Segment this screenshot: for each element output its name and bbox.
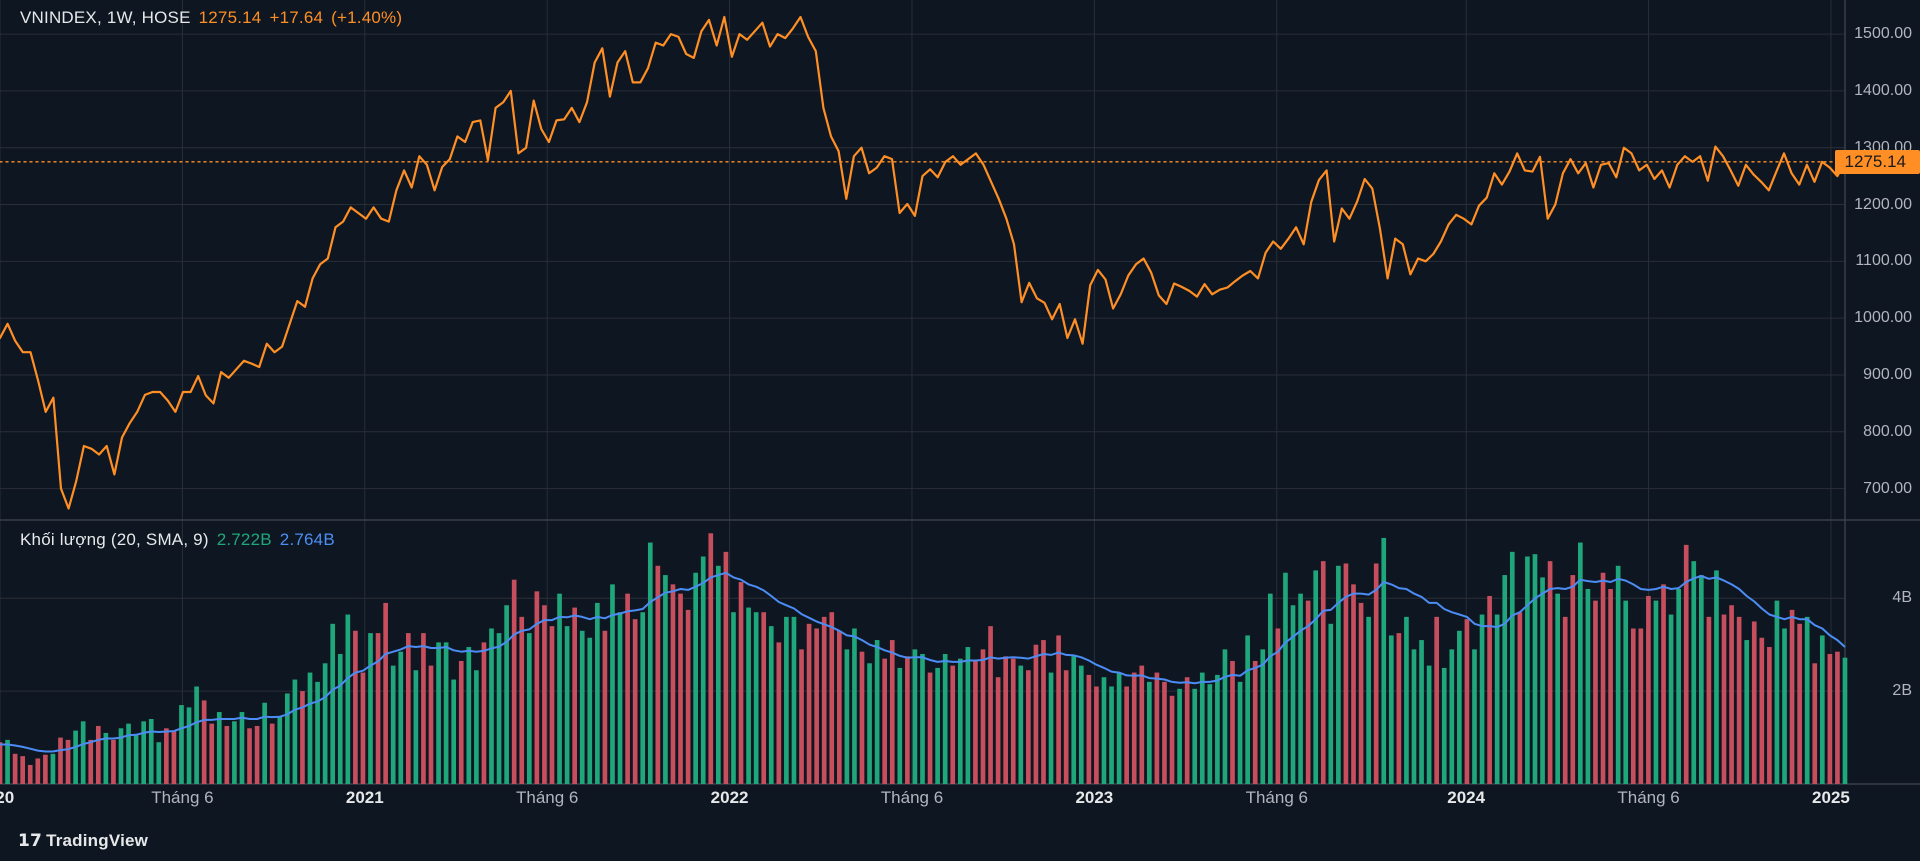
- price-ytick: 1100.00: [1855, 252, 1912, 270]
- tradingview-logo-icon: 𝟭𝟳: [18, 831, 42, 850]
- price-ytick: 1500.00: [1854, 25, 1912, 43]
- xaxis-year: 2023: [1075, 788, 1113, 808]
- volume-ytick: 4B: [1892, 589, 1912, 607]
- volume-ytick: 2B: [1892, 682, 1912, 700]
- volume-val2: 2.764B: [280, 530, 335, 550]
- chart-page: { "layout": { "width": 1920, "height": 8…: [0, 0, 1920, 861]
- price-ytick: 800.00: [1863, 423, 1912, 441]
- price-ytick: 1000.00: [1854, 309, 1912, 327]
- symbol-label: VNINDEX, 1W, HOSE: [20, 8, 191, 28]
- volume-val1: 2.722B: [217, 530, 272, 550]
- price-ytick: 900.00: [1863, 366, 1912, 384]
- xaxis-month: Tháng 6: [151, 788, 213, 808]
- xaxis-year: 2024: [1447, 788, 1485, 808]
- volume-title: Khối lượng (20, SMA, 9): [20, 530, 209, 550]
- xaxis-month: Tháng 6: [881, 788, 943, 808]
- attribution-text: TradingView: [46, 831, 148, 850]
- change-pct-value: (+1.40%): [331, 8, 402, 28]
- xaxis-year: 2021: [346, 788, 384, 808]
- change-value: +17.64: [269, 8, 323, 28]
- price-ytick: 700.00: [1863, 480, 1912, 498]
- volume-legend: Khối lượng (20, SMA, 9) 2.722B 2.764B: [20, 530, 335, 550]
- chart-area[interactable]: VNINDEX, 1W, HOSE 1275.14 +17.64 (+1.40%…: [0, 0, 1920, 820]
- xaxis-year: 2022: [711, 788, 749, 808]
- last-value: 1275.14: [199, 8, 262, 28]
- price-ytick: 1200.00: [1854, 196, 1912, 214]
- xaxis-month: Tháng 6: [1246, 788, 1308, 808]
- current-price-tag: 1275.14: [1835, 150, 1920, 174]
- chart-svg: [0, 0, 1920, 820]
- xaxis-year: 020: [0, 788, 14, 808]
- price-ytick: 1400.00: [1854, 82, 1912, 100]
- attribution[interactable]: 𝟭𝟳TradingView: [18, 831, 148, 851]
- xaxis-month: Tháng 6: [516, 788, 578, 808]
- price-legend: VNINDEX, 1W, HOSE 1275.14 +17.64 (+1.40%…: [20, 8, 402, 28]
- xaxis-month: Tháng 6: [1617, 788, 1679, 808]
- xaxis-year: 2025: [1812, 788, 1850, 808]
